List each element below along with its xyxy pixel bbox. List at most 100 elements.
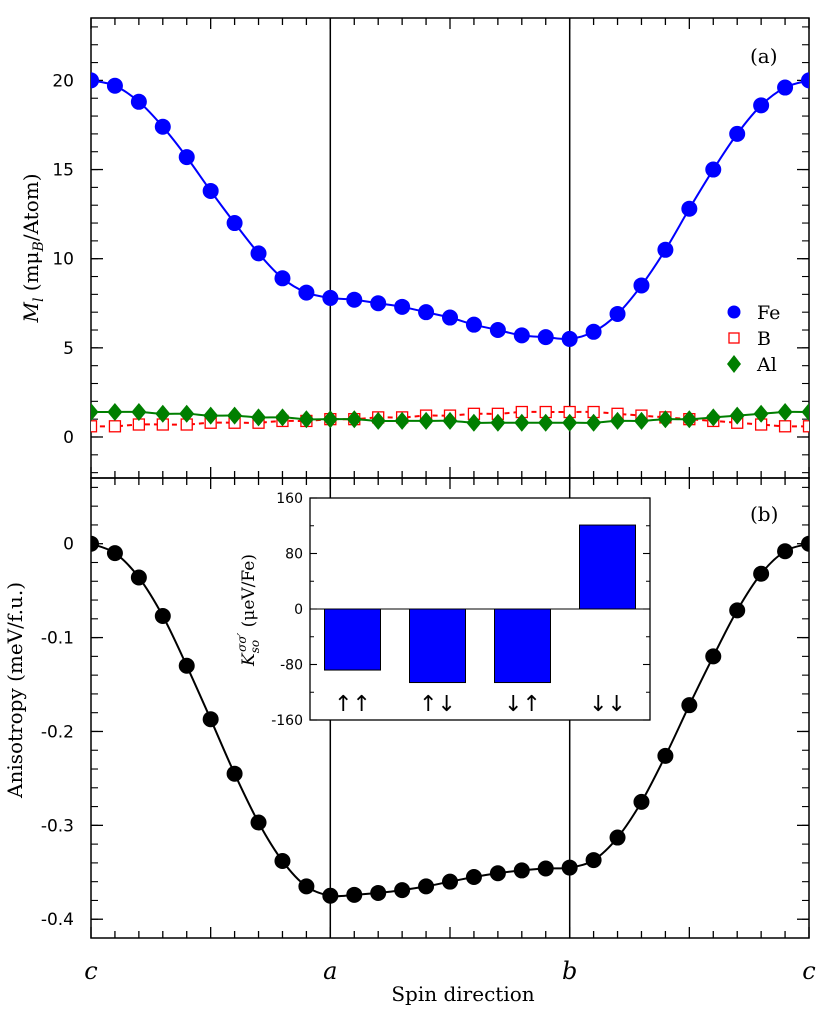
data-point-fe: [130, 93, 147, 110]
inset-y-axis-label: Ksoσσ′ (μeV/Fe): [235, 554, 262, 667]
data-point-b: [108, 420, 122, 433]
legend-al-label: Al: [756, 354, 777, 376]
data-point-anisotropy: [106, 545, 123, 562]
y-tick-label: 5: [63, 339, 74, 359]
direction-label: a: [323, 957, 337, 985]
panel-a-series: [91, 72, 809, 433]
data-point-fe: [274, 270, 291, 287]
panel-a-frame: [90, 17, 810, 479]
data-point-anisotropy: [418, 878, 435, 895]
data-point-al: [346, 410, 362, 429]
direction-label: b: [562, 957, 577, 985]
data-point-fe: [681, 200, 698, 217]
panel-b-y-tick-labels: 0 -0.1 -0.2 -0.3 -0.4: [41, 535, 74, 931]
y-tick-label: 20: [52, 71, 74, 91]
y-tick-label: -0.4: [41, 910, 74, 930]
data-point-fe: [705, 161, 722, 178]
data-point-al: [251, 408, 266, 427]
direction-label: c: [802, 957, 815, 985]
data-point-fe: [154, 118, 171, 135]
data-point-anisotropy: [753, 565, 770, 582]
legend-b-label: B: [757, 328, 771, 350]
data-point-fe: [801, 72, 809, 89]
panel-a-y-label-unit-sub: B: [31, 241, 47, 252]
data-point-fe: [657, 241, 674, 258]
data-point-fe: [513, 327, 530, 344]
data-point-fe: [346, 291, 363, 308]
panel-a-y-label-unit-prefix: (mμ: [19, 251, 43, 297]
data-point-anisotropy: [274, 853, 291, 870]
inset-y-tick-label: 160: [276, 491, 303, 507]
y-tick-label: -0.3: [41, 816, 74, 836]
y-tick-label: 0: [63, 428, 74, 448]
data-point-al: [155, 404, 171, 423]
data-point-fe: [202, 182, 219, 199]
data-point-anisotropy: [657, 747, 674, 764]
inset-y-tick-labels: 160 80 0 -80 -160: [271, 491, 303, 729]
data-point-al: [466, 413, 482, 432]
inset-y-label-sub: so: [248, 640, 262, 653]
data-point-anisotropy: [226, 765, 243, 782]
data-point-al: [610, 411, 625, 430]
data-point-al: [681, 410, 697, 429]
x-axis-label: Spin direction: [391, 982, 534, 1006]
data-point-al: [275, 408, 290, 427]
data-point-al: [394, 411, 410, 430]
data-point-fe: [753, 97, 770, 114]
data-point-anisotropy: [202, 711, 219, 728]
data-point-al: [514, 413, 530, 432]
data-point-fe: [250, 245, 267, 262]
data-point-fe: [322, 289, 339, 306]
data-point-fe: [418, 304, 435, 321]
inset-y-tick-label: -160: [271, 713, 303, 729]
inset-bar: [494, 608, 551, 684]
data-point-al: [777, 403, 793, 421]
inset-chart: 160 80 0 -80 -160 ↑↑ ↑↓ ↓↑ ↓↓ Ksoσσ′ (μeV/Fe): [235, 491, 651, 729]
data-point-al: [203, 406, 219, 425]
y-tick-label: 15: [52, 161, 74, 181]
legend-item-al: Al: [727, 354, 777, 376]
panel-a-y-label-sub: l: [31, 298, 47, 302]
data-point-anisotropy: [561, 859, 578, 876]
data-point-al: [634, 411, 649, 430]
data-point-anisotropy: [537, 860, 554, 877]
data-point-al: [322, 410, 338, 429]
inset-bar: [409, 608, 466, 684]
inset-y-tick-label: 80: [285, 547, 303, 563]
legend-item-fe: Fe: [727, 302, 780, 324]
data-point-al: [442, 411, 458, 430]
panel-b-y-axis-label: Anisotropy (meV/f.u.): [3, 582, 27, 799]
legend-fe-label: Fe: [757, 302, 780, 324]
data-point-al: [801, 403, 809, 421]
data-point-al: [179, 404, 195, 423]
inset-category-labels: ↑↑ ↑↓ ↓↑ ↓↓: [334, 692, 626, 717]
panel-a-y-axis-label: Ml (mμB/Atom): [19, 173, 47, 323]
data-point-b: [91, 420, 98, 433]
data-point-al: [729, 406, 745, 425]
data-point-fe: [226, 215, 243, 232]
legend-fe-marker: [727, 305, 741, 319]
data-point-fe: [106, 77, 123, 94]
data-point-anisotropy: [465, 868, 482, 885]
inset-y-tick-label: 0: [294, 602, 303, 618]
data-point-anisotropy: [250, 814, 267, 831]
data-point-anisotropy: [489, 865, 506, 882]
data-point-anisotropy: [91, 535, 99, 552]
inset-category-label: ↑↓: [419, 692, 456, 717]
series-line-fe: [91, 79, 809, 341]
data-point-al: [753, 404, 769, 423]
data-point-anisotropy: [705, 648, 722, 665]
data-point-al: [490, 413, 506, 432]
inset-category-label: ↓↓: [589, 692, 626, 717]
data-point-anisotropy: [633, 793, 650, 810]
data-point-al: [91, 403, 99, 421]
legend-b-marker: [728, 332, 740, 344]
data-point-fe: [585, 323, 602, 340]
legend-item-b: B: [728, 328, 771, 350]
legend-al-marker: [727, 355, 741, 373]
panel-a-y-label-unit-suffix: /Atom): [19, 173, 43, 241]
data-point-anisotropy: [370, 884, 387, 901]
